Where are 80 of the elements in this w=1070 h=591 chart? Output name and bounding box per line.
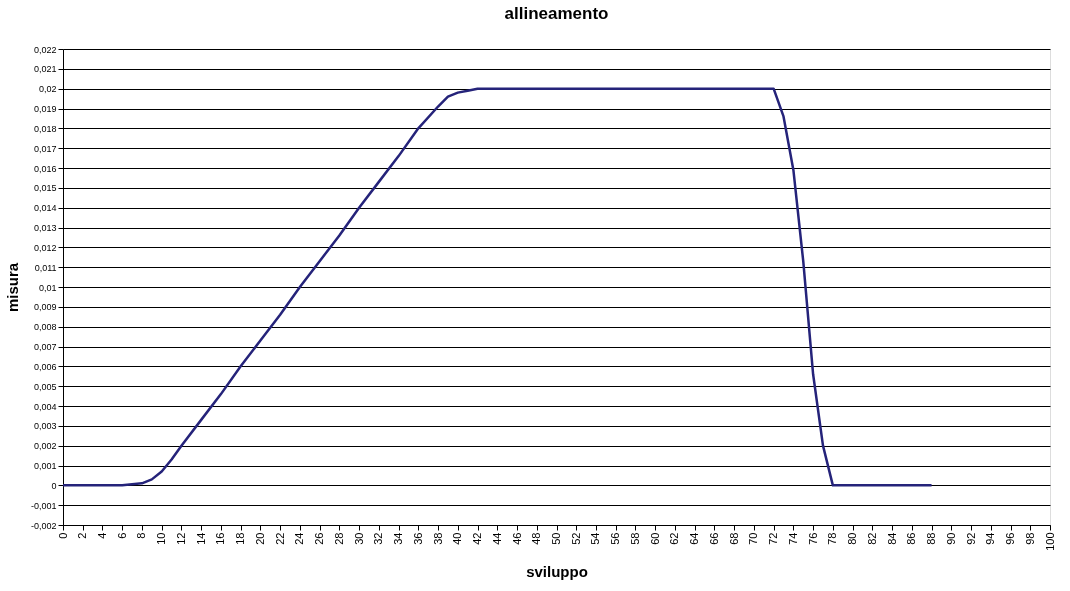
x-tick-label: 8 [135,532,148,539]
x-tick-label: 10 [155,532,168,545]
y-tick-label: 0,022 [33,44,57,55]
y-tick-label: 0,008 [33,322,57,333]
y-tick-label: 0,018 [33,123,57,134]
x-tick-label: 64 [688,532,701,545]
y-tick-label: 0,003 [33,421,57,432]
x-tick-label: 50 [550,532,562,545]
x-tick-label: 26 [313,532,326,545]
x-tick-label: 62 [668,532,681,545]
y-tick-label: 0,017 [33,143,57,154]
x-tick-label: 76 [806,532,819,545]
y-tick-label: 0,015 [33,183,57,194]
x-tick-label: 18 [234,532,247,545]
x-tick-label: 28 [332,532,345,545]
x-tick-label: 60 [648,532,661,545]
y-tick-label: 0,012 [33,242,57,253]
chart-title: allineamento [504,4,609,23]
x-tick-label: 12 [174,532,187,545]
y-tick-label: 0,011 [34,262,57,273]
y-tick-label: 0,01 [38,282,57,293]
y-tick-label: -0,002 [30,520,57,531]
x-tick-label: 58 [628,532,641,545]
x-tick-label: 98 [1023,532,1036,545]
x-tick-label: 74 [786,532,799,545]
y-tick-label: 0 [51,480,57,491]
x-tick-label: 36 [411,532,424,545]
x-tick-label: 100 [1043,532,1056,551]
x-tick-label: 24 [293,532,306,545]
x-axis-title: sviluppo [526,562,588,580]
x-tick-label: 72 [767,532,780,545]
y-tick-label: -0,001 [30,500,57,511]
y-tick-label: 0,016 [33,163,57,174]
y-tick-label: 0,02 [38,84,57,95]
x-tick-label: 96 [1004,532,1017,545]
x-tick-label: 66 [707,532,720,545]
y-tick-label: 0,006 [33,361,57,372]
y-tick-label: 0,002 [33,441,57,452]
x-tick-label: 6 [115,532,128,539]
x-tick-label: 14 [194,532,207,545]
x-tick-label: 78 [826,532,839,545]
x-tick-label: 80 [846,532,859,545]
x-tick-label: 22 [273,532,286,545]
y-tick-label: 0,009 [33,302,57,313]
x-tick-label: 42 [471,532,484,545]
x-tick-label: 52 [569,532,582,545]
y-tick-label: 0,005 [33,381,57,392]
x-tick-label: 40 [451,532,464,545]
x-tick-label: 88 [925,532,938,545]
y-axis-title: misura [3,262,21,313]
line-series [61,87,933,487]
x-tick-label: 56 [609,532,622,545]
x-tick-label: 38 [431,532,444,545]
x-tick-label: 92 [964,532,977,545]
x-tick-label: 82 [865,532,878,545]
x-tick-label: 0 [56,532,69,539]
x-tick-label: 34 [392,532,405,545]
x-tick-label: 86 [905,532,918,545]
x-tick-label: 46 [510,532,523,545]
x-tick-label: 70 [747,532,760,545]
y-tick-label: 0,014 [33,203,57,214]
x-tick-label: 90 [944,532,957,545]
x-tick-label: 94 [984,532,997,545]
x-tick-label: 54 [589,532,602,545]
y-tick-label: 0,004 [33,401,57,412]
x-tick-label: 48 [530,532,543,545]
x-tick-label: 30 [352,532,365,545]
y-tick-label: 0,013 [33,223,57,233]
y-tick-label: 0,021 [33,64,57,75]
y-tick-label: 0,001 [33,461,57,471]
x-tick-label: 44 [490,532,503,545]
y-tick-label: 0,019 [33,104,57,114]
y-tick-label: 0,007 [33,342,57,352]
x-tick-label: 4 [95,532,108,539]
x-tick-label: 84 [885,532,898,545]
x-tick-label: 32 [372,532,385,545]
x-tick-label: 2 [76,532,89,539]
x-tick-label: 68 [727,532,740,545]
x-tick-label: 16 [214,532,227,545]
x-tick-label: 20 [253,532,266,545]
